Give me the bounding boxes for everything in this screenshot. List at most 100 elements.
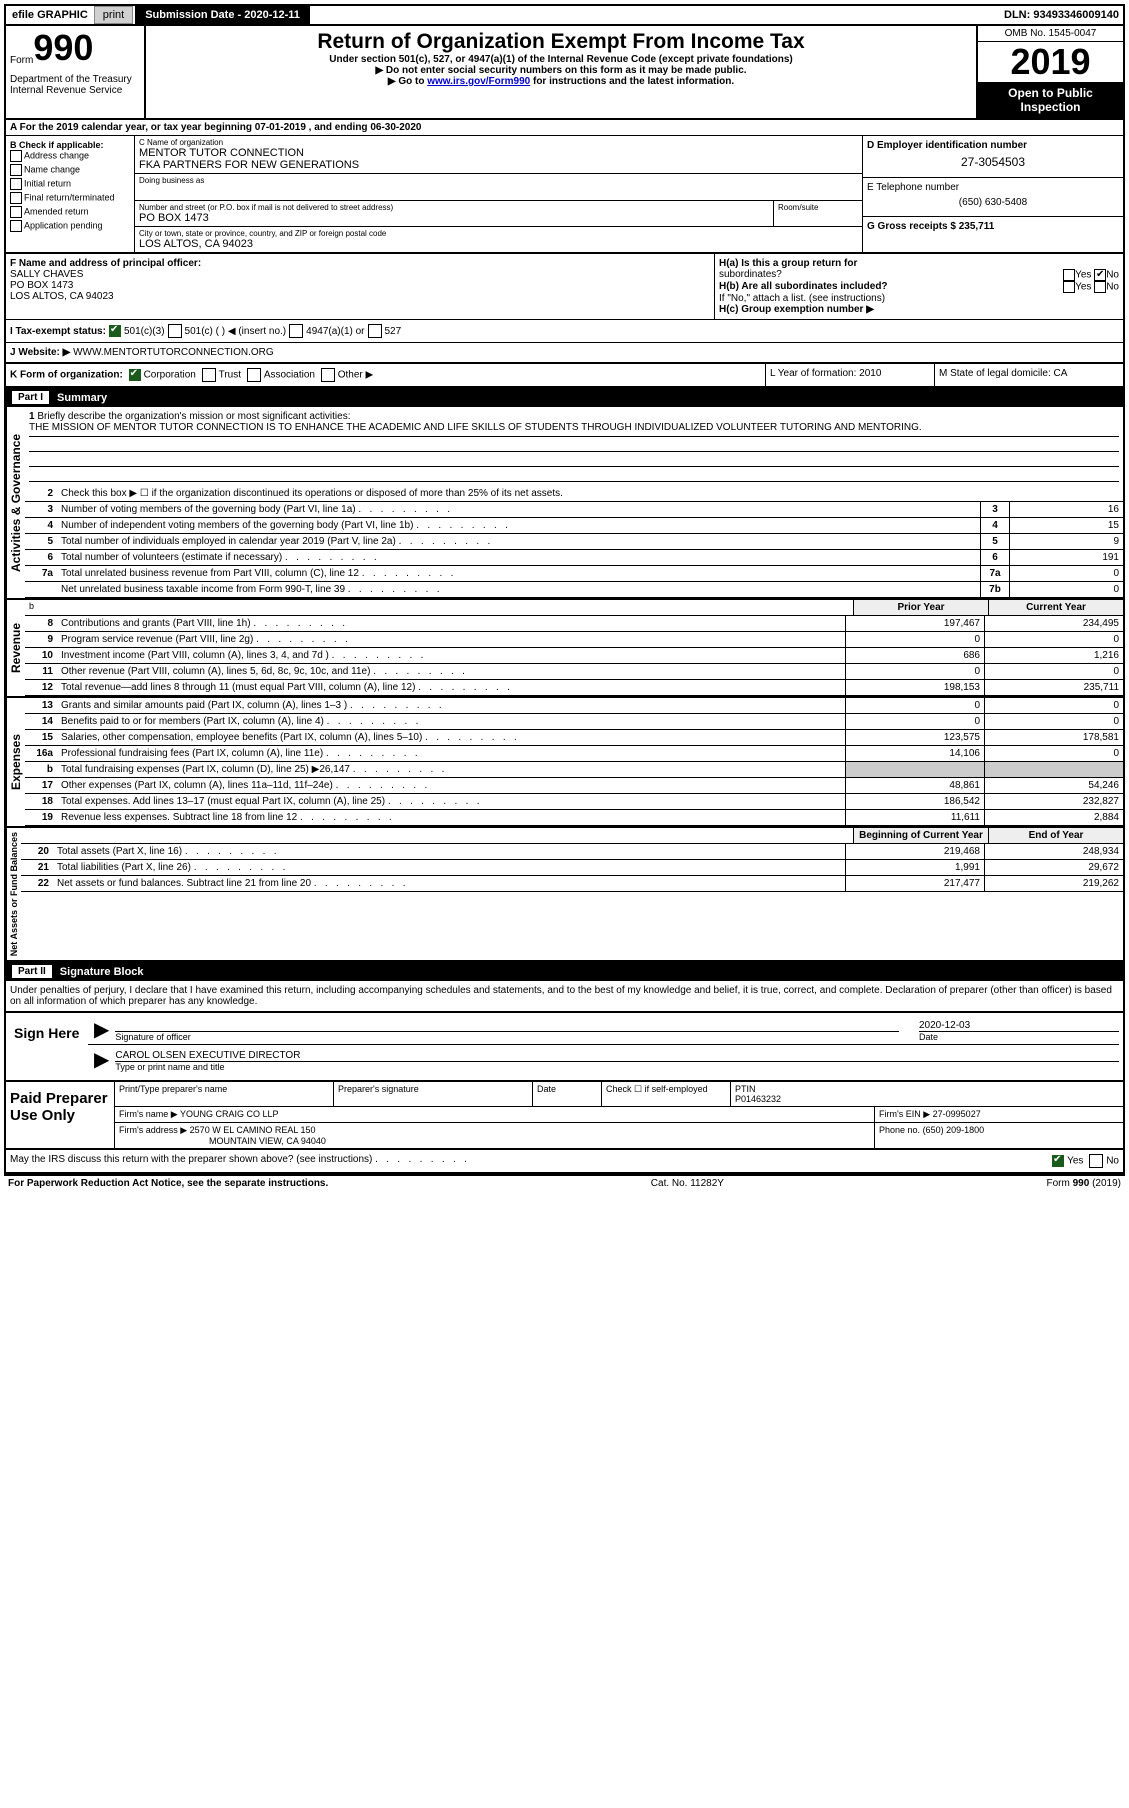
phone-value: (650) 630-5408 <box>867 193 1119 212</box>
rev-col-header: b Prior Year Current Year <box>25 600 1123 616</box>
hb-yes[interactable] <box>1063 281 1075 293</box>
ha-label: H(a) Is this a group return for <box>719 258 857 269</box>
k-trust: Trust <box>219 370 241 381</box>
firm-addr: 2570 W EL CAMINO REAL 150 <box>190 1125 316 1135</box>
ha-yes[interactable] <box>1063 269 1075 281</box>
line-num: 6 <box>25 550 57 565</box>
s1: 501(c)(3) <box>124 326 165 337</box>
line-prior: 11,611 <box>845 810 984 825</box>
line-value: 15 <box>1009 518 1123 533</box>
begin-year-header: Beginning of Current Year <box>853 828 988 843</box>
klm-row: K Form of organization: Corporation Trus… <box>6 364 1123 388</box>
col-b: B Check if applicable: Address change Na… <box>6 136 135 252</box>
line-box: 3 <box>980 502 1009 517</box>
line-box: 5 <box>980 534 1009 549</box>
omb-number: OMB No. 1545-0047 <box>978 26 1123 42</box>
line-item: 21 Total liabilities (Part X, line 26) 1… <box>21 860 1123 876</box>
line-item: 11 Other revenue (Part VIII, column (A),… <box>25 664 1123 680</box>
mission-blank3 <box>29 467 1119 482</box>
line-item: 15 Salaries, other compensation, employe… <box>25 730 1123 746</box>
line-text: Net unrelated business taxable income fr… <box>57 582 980 597</box>
line-current: 0 <box>984 714 1123 729</box>
chk-initial[interactable] <box>10 178 22 190</box>
line-prior: 123,575 <box>845 730 984 745</box>
line-current: 0 <box>984 746 1123 761</box>
line-box: 6 <box>980 550 1009 565</box>
chk-trust[interactable] <box>202 368 216 382</box>
s2: 501(c) ( ) ◀ (insert no.) <box>185 326 287 337</box>
chk-address-label: Address change <box>24 150 89 160</box>
prep-date-label: Date <box>533 1082 602 1106</box>
line-current: 0 <box>984 632 1123 647</box>
city-label: City or town, state or province, country… <box>139 229 858 238</box>
chk-amended[interactable] <box>10 206 22 218</box>
col-d: D Employer identification number 27-3054… <box>862 136 1123 252</box>
sig-date: 2020-12-03 <box>919 1020 1119 1031</box>
chk-527[interactable] <box>368 324 382 338</box>
form-word: Form <box>10 55 33 66</box>
line-text: Number of voting members of the governin… <box>57 502 980 517</box>
line-text: Total revenue—add lines 8 through 11 (mu… <box>57 680 845 695</box>
line-num: 10 <box>25 648 57 663</box>
line-text: Other revenue (Part VIII, column (A), li… <box>57 664 845 679</box>
hb-no[interactable] <box>1094 281 1106 293</box>
line-item: Net unrelated business taxable income fr… <box>25 582 1123 598</box>
sub-line-1: Under section 501(c), 527, or 4947(a)(1)… <box>150 54 972 65</box>
line-num: 20 <box>21 844 53 859</box>
line-text: Total liabilities (Part X, line 26) <box>53 860 845 875</box>
ein-value: 27-3054503 <box>867 151 1119 173</box>
chk-assoc[interactable] <box>247 368 261 382</box>
netassets-section: Net Assets or Fund Balances Beginning of… <box>6 828 1123 962</box>
form-header: Form 990 Department of the Treasury Inte… <box>6 26 1123 120</box>
footer-right: Form 990 (2019) <box>1047 1178 1121 1189</box>
chk-4947[interactable] <box>289 324 303 338</box>
line-text: Investment income (Part VIII, column (A)… <box>57 648 845 663</box>
firm-city: MOUNTAIN VIEW, CA 94040 <box>119 1136 870 1146</box>
line-text: Program service revenue (Part VIII, line… <box>57 632 845 647</box>
chk-corp[interactable] <box>129 369 141 381</box>
line-current: 0 <box>984 698 1123 713</box>
prep-name-label: Print/Type preparer's name <box>115 1082 334 1106</box>
part2-title: Signature Block <box>60 966 144 978</box>
line-text: Total number of individuals employed in … <box>57 534 980 549</box>
line-num: 12 <box>25 680 57 695</box>
line-num: 15 <box>25 730 57 745</box>
line-item: 16a Professional fundraising fees (Part … <box>25 746 1123 762</box>
row-a-text: A For the 2019 calendar year, or tax yea… <box>10 122 421 133</box>
line-value: 191 <box>1009 550 1123 565</box>
prep-phone-label: Phone no. <box>879 1125 920 1135</box>
penalty-text: Under penalties of perjury, I declare th… <box>6 981 1123 1013</box>
line-item: 10 Investment income (Part VIII, column … <box>25 648 1123 664</box>
line-num: 7a <box>25 566 57 581</box>
ha-no[interactable] <box>1094 269 1106 281</box>
chk-final[interactable] <box>10 192 22 204</box>
tax-status-row: I Tax-exempt status: 501(c)(3) 501(c) ( … <box>6 320 1123 343</box>
line-current: 0 <box>984 664 1123 679</box>
chk-address[interactable] <box>10 150 22 162</box>
line-value: 9 <box>1009 534 1123 549</box>
chk-other[interactable] <box>321 368 335 382</box>
sub3-pre: ▶ Go to <box>388 76 427 87</box>
chk-name[interactable] <box>10 164 22 176</box>
discuss-no[interactable] <box>1089 1154 1103 1168</box>
print-button[interactable]: print <box>94 6 133 24</box>
end-year-header: End of Year <box>988 828 1123 843</box>
addr-label: Number and street (or P.O. box if mail i… <box>139 203 769 212</box>
mission-blank1 <box>29 437 1119 452</box>
netassets-vert-label: Net Assets or Fund Balances <box>6 828 21 960</box>
prep-check-label: Check ☐ if self-employed <box>602 1082 731 1106</box>
chk-pending-label: Application pending <box>24 220 103 230</box>
preparer-section: Paid Preparer Use Only Print/Type prepar… <box>6 1082 1123 1150</box>
line-current: 1,216 <box>984 648 1123 663</box>
line-item: 22 Net assets or fund balances. Subtract… <box>21 876 1123 892</box>
ha2-label: subordinates? <box>719 269 782 281</box>
line-prior: 686 <box>845 648 984 663</box>
header-center: Return of Organization Exempt From Incom… <box>146 26 976 118</box>
submission-date: Submission Date - 2020-12-11 <box>135 6 310 24</box>
chk-pending[interactable] <box>10 220 22 232</box>
discuss-yes[interactable] <box>1052 1155 1064 1167</box>
chk-501c3[interactable] <box>109 325 121 337</box>
chk-501c[interactable] <box>168 324 182 338</box>
s3: 4947(a)(1) or <box>306 326 364 337</box>
irs-link[interactable]: www.irs.gov/Form990 <box>427 76 530 87</box>
